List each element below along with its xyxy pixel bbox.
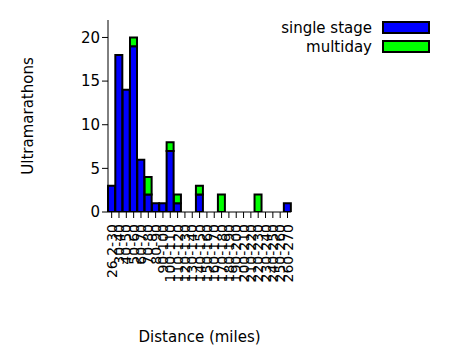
svg-text:Distance (miles): Distance (miles) bbox=[139, 328, 261, 346]
html-text:multiday: multiday bbox=[306, 37, 372, 56]
svg-text:260-270: 260-270 bbox=[280, 224, 296, 283]
svg-text:Ultramarathons: Ultramarathons bbox=[19, 57, 37, 175]
svg-text:20: 20 bbox=[81, 29, 100, 47]
svg-text:5: 5 bbox=[90, 160, 100, 178]
svg-text:0: 0 bbox=[90, 203, 100, 221]
svg-text:15: 15 bbox=[81, 72, 100, 90]
svg-text:10: 10 bbox=[81, 116, 100, 134]
html-text:single stage: single stage bbox=[281, 18, 372, 37]
